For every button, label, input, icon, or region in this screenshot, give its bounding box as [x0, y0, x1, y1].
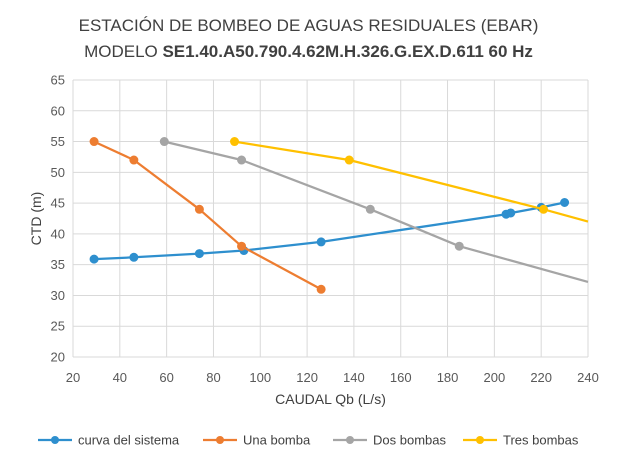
data-point — [237, 155, 247, 165]
series — [89, 137, 589, 294]
series-3 — [159, 137, 589, 283]
x-tick-label: 240 — [577, 370, 599, 385]
data-point — [237, 241, 247, 251]
x-tick-label: 140 — [343, 370, 365, 385]
y-tick-label: 60 — [51, 103, 65, 118]
y-tick-label: 30 — [51, 288, 65, 303]
series-line — [164, 140, 589, 283]
data-point — [129, 252, 139, 262]
legend-marker — [346, 436, 354, 444]
data-point — [89, 254, 99, 264]
grid — [72, 79, 589, 358]
data-point — [316, 237, 326, 247]
y-tick-label: 45 — [51, 196, 65, 211]
x-tick-label: 200 — [484, 370, 506, 385]
data-point — [539, 204, 549, 214]
data-point — [230, 137, 240, 147]
chart-title-line1: ESTACIÓN DE BOMBEO DE AGUAS RESIDUALES (… — [78, 16, 539, 35]
y-tick-label: 40 — [51, 226, 65, 241]
legend-label: Dos bombas — [373, 433, 446, 448]
y-tick-label: 25 — [51, 319, 65, 334]
y-axis-title: CTD (m) — [28, 192, 44, 246]
legend-item: Tres bombas — [463, 433, 579, 448]
data-point — [316, 284, 326, 294]
series-line — [234, 140, 589, 223]
data-point — [454, 241, 464, 251]
x-tick-label: 220 — [530, 370, 552, 385]
data-point — [365, 204, 375, 214]
legend-marker — [216, 436, 224, 444]
x-tick-label: 180 — [437, 370, 459, 385]
data-point — [506, 208, 516, 218]
x-tick-label: 160 — [390, 370, 412, 385]
y-tick-label: 20 — [51, 350, 65, 365]
legend-label: Tres bombas — [503, 433, 579, 448]
legend: curva del sistema Una bomba Dos bombas Tres… — [38, 433, 579, 448]
x-tick-label: 40 — [113, 370, 127, 385]
legend-label: curva del sistema — [78, 433, 180, 448]
y-tick-label: 55 — [51, 134, 65, 149]
data-point — [194, 249, 204, 259]
chart-title-line2: MODELO SE1.40.A50.790.4.62M.H.326.G.EX.D… — [0, 42, 617, 62]
data-point — [194, 204, 204, 214]
series-4 — [230, 137, 589, 223]
x-tick-label: 120 — [296, 370, 318, 385]
x-tick-label: 100 — [249, 370, 271, 385]
legend-item: Una bomba — [203, 433, 311, 448]
data-point — [159, 137, 169, 147]
series-line — [93, 140, 322, 291]
title-prefix: MODELO — [84, 42, 163, 61]
data-point — [89, 137, 99, 147]
x-tick-label: 60 — [159, 370, 173, 385]
y-tick-label: 50 — [51, 165, 65, 180]
data-point — [129, 155, 139, 165]
x-tick-label: 80 — [206, 370, 220, 385]
x-axis-title: CAUDAL Qb (L/s) — [275, 391, 386, 407]
data-point — [344, 155, 354, 165]
legend-item: curva del sistema — [38, 433, 180, 448]
y-tick-label: 65 — [51, 73, 65, 88]
y-tick-labels: 20 25 30 35 40 45 50 55 60 65 — [51, 73, 65, 365]
series-1 — [89, 197, 570, 264]
legend-label: Una bomba — [243, 433, 311, 448]
legend-marker — [476, 436, 484, 444]
legend-item: Dos bombas — [333, 433, 446, 448]
x-tick-labels: 20 40 60 80 100 120 140 160 180 200 220 240 — [66, 370, 599, 385]
legend-marker — [51, 436, 59, 444]
title-model: SE1.40.A50.790.4.62M.H.326.G.EX.D.611 60… — [162, 42, 533, 61]
x-tick-label: 20 — [66, 370, 80, 385]
data-point — [560, 197, 570, 207]
y-tick-label: 35 — [51, 257, 65, 272]
series-2 — [89, 137, 326, 294]
